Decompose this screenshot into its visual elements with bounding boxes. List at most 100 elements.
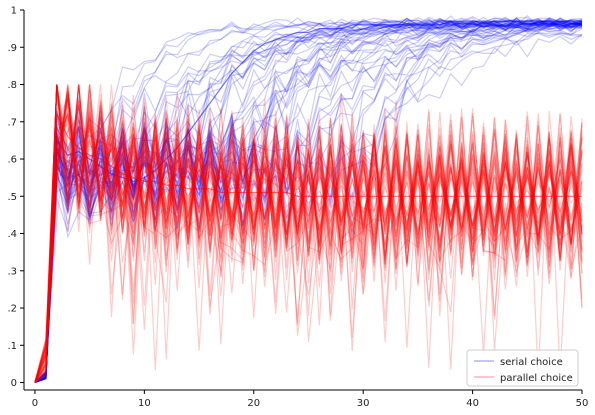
serial-trial-line — [34, 17, 583, 384]
parallel-trial-line — [34, 92, 583, 383]
serial-trial-line — [34, 21, 583, 383]
serial-trial-line — [34, 17, 583, 383]
serial-trial-line — [34, 17, 583, 384]
serial-trial-line — [34, 24, 583, 384]
serial-trial-line — [34, 17, 583, 383]
y-tick-label: .9 — [7, 43, 17, 54]
y-tick-label: .5 — [7, 192, 17, 203]
parallel-trial-line — [34, 84, 583, 383]
parallel-trial-line — [34, 97, 583, 383]
parallel-trial-line — [34, 91, 583, 383]
parallel-trial-line — [34, 95, 583, 383]
series-parallel-choice — [34, 84, 583, 383]
x-tick-label: 40 — [466, 398, 479, 409]
serial-trial-line — [34, 15, 583, 384]
serial-trial-line — [34, 17, 583, 383]
parallel-trial-line — [34, 95, 583, 383]
parallel-trial-line — [34, 84, 583, 383]
parallel-trial-line — [34, 93, 583, 383]
y-tick-label: .4 — [7, 229, 17, 240]
parallel-trial-line — [34, 84, 583, 383]
parallel-trial-line — [34, 84, 583, 383]
serial-trial-line — [34, 16, 583, 383]
parallel-trial-line — [34, 84, 583, 383]
parallel-trial-line — [34, 114, 583, 383]
parallel-trial-line — [34, 101, 583, 383]
serial-trial-line — [34, 20, 583, 384]
legend-box — [466, 349, 579, 387]
x-axis-ticks: 0 10 20 30 40 50 — [32, 390, 589, 409]
serial-trial-line — [34, 17, 583, 383]
parallel-trial-line — [34, 94, 583, 383]
serial-trial-line — [34, 19, 582, 383]
parallel-trial-line — [34, 84, 583, 383]
parallel-trial-line — [34, 113, 583, 383]
y-tick-label: 0 — [11, 378, 17, 389]
serial-trial-line — [34, 18, 583, 384]
y-axis-ticks: 0 .1 .2 .3 .4 .5 .6 .7 .8 .9 1 — [7, 6, 24, 389]
serial-trial-line — [34, 17, 583, 384]
parallel-trial-line — [34, 84, 583, 383]
parallel-trial-line — [34, 84, 583, 383]
parallel-trial-line — [34, 107, 583, 383]
serial-trial-line — [34, 17, 583, 384]
parallel-trial-line — [34, 114, 583, 383]
serial-trial-line — [34, 19, 583, 384]
parallel-trial-line — [34, 91, 583, 383]
serial-trial-line — [34, 32, 583, 383]
legend: serial choice parallel choice — [466, 349, 579, 387]
serial-trial-line — [34, 16, 583, 384]
parallel-trial-line — [34, 84, 583, 383]
parallel-trial-line — [34, 97, 583, 383]
parallel-trial-line — [34, 98, 583, 383]
x-tick-label: 50 — [576, 398, 589, 409]
legend-label-serial: serial choice — [500, 357, 563, 368]
x-tick-label: 20 — [247, 398, 260, 409]
x-tick-label: 30 — [357, 398, 370, 409]
parallel-trial-line — [34, 112, 583, 383]
parallel-trial-line — [34, 98, 583, 383]
serial-trial-line — [34, 34, 583, 383]
serial-trial-line — [34, 17, 583, 384]
parallel-trial-line — [34, 84, 583, 383]
y-tick-label: .6 — [7, 155, 17, 166]
serial-trial-line — [34, 17, 583, 384]
serial-trial-line — [34, 24, 583, 384]
serial-trial-line — [34, 17, 583, 383]
legend-label-parallel: parallel choice — [500, 373, 573, 384]
serial-trial-line — [34, 19, 583, 383]
serial-trial-line — [34, 18, 583, 384]
serial-trial-line — [34, 18, 583, 383]
parallel-trial-line — [34, 84, 583, 383]
serial-trial-line — [34, 23, 583, 383]
parallel-trial-line — [34, 97, 583, 383]
serial-trial-line — [34, 14, 583, 383]
parallel-trial-line — [34, 84, 583, 383]
serial-trial-line — [34, 31, 583, 383]
parallel-trial-line — [34, 84, 583, 383]
parallel-trial-line — [34, 120, 583, 383]
parallel-trial-line — [34, 84, 583, 383]
x-tick-label: 0 — [32, 398, 38, 409]
serial-mean-line — [34, 20, 582, 384]
serial-trial-line — [34, 17, 583, 384]
parallel-trial-line — [34, 84, 583, 383]
serial-trial-line — [34, 17, 583, 384]
serial-trial-line — [34, 32, 583, 384]
parallel-trial-line — [34, 94, 583, 383]
parallel-trial-line — [34, 84, 583, 383]
parallel-trial-line — [34, 102, 583, 383]
parallel-trial-line — [34, 110, 583, 383]
serial-trial-line — [34, 19, 583, 383]
serial-trial-line — [34, 26, 583, 384]
parallel-trial-line — [34, 84, 583, 383]
serial-trial-line — [34, 22, 583, 383]
serial-trial-line — [34, 23, 583, 384]
parallel-trial-line — [34, 91, 583, 383]
serial-trial-line — [34, 19, 583, 384]
y-tick-label: .2 — [7, 304, 17, 315]
parallel-trial-line — [34, 84, 583, 383]
serial-trial-line — [34, 15, 583, 383]
serial-trial-line — [34, 23, 583, 384]
serial-trial-line — [34, 17, 583, 383]
